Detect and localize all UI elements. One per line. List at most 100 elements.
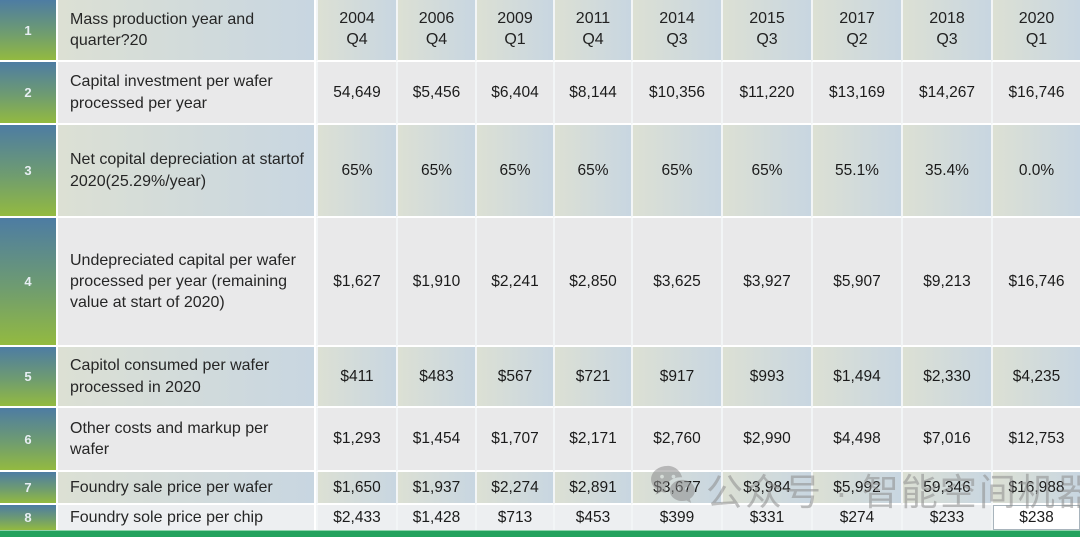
value-cell[interactable]: $2,891 bbox=[553, 472, 631, 505]
value-cell[interactable]: 65% bbox=[316, 125, 396, 218]
value-cell[interactable]: $1,494 bbox=[811, 347, 901, 408]
value-cell[interactable]: $1,293 bbox=[316, 408, 396, 472]
year-header-cell[interactable]: 2006 Q4 bbox=[396, 0, 475, 62]
value-cell[interactable]: $13,169 bbox=[811, 62, 901, 125]
value-cell[interactable]: $233 bbox=[901, 505, 991, 530]
value-cell[interactable]: $3,625 bbox=[631, 218, 721, 347]
value-cell[interactable]: $1,910 bbox=[396, 218, 475, 347]
value-cell[interactable]: $917 bbox=[631, 347, 721, 408]
row-label[interactable]: Foundry sole price per chip bbox=[58, 505, 316, 530]
value-cell[interactable]: 65% bbox=[475, 125, 553, 218]
row-number[interactable]: 4 bbox=[0, 218, 58, 347]
row-label[interactable]: Other costs and markup per wafer bbox=[58, 408, 316, 472]
value-cell[interactable]: $5,992 bbox=[811, 472, 901, 505]
quarter-label: Q3 bbox=[666, 31, 688, 48]
row-label[interactable]: Mass production year and quarter?20 bbox=[58, 0, 316, 62]
value-cell[interactable]: 65% bbox=[721, 125, 811, 218]
value-cell[interactable]: $3,677 bbox=[631, 472, 721, 505]
value-cell[interactable]: $1,707 bbox=[475, 408, 553, 472]
value-cell[interactable]: $1,627 bbox=[316, 218, 396, 347]
value-cell[interactable]: 0.0% bbox=[991, 125, 1080, 218]
value-cell[interactable]: $5,456 bbox=[396, 62, 475, 125]
value-cell[interactable]: $2,433 bbox=[316, 505, 396, 530]
row-number[interactable]: 7 bbox=[0, 472, 58, 505]
value-cell[interactable]: $2,330 bbox=[901, 347, 991, 408]
value-cell[interactable]: $331 bbox=[721, 505, 811, 530]
value-cell[interactable]: 65% bbox=[631, 125, 721, 218]
year-label: 2015 bbox=[749, 10, 785, 28]
value-cell[interactable]: $2,850 bbox=[553, 218, 631, 347]
value-cell[interactable]: $4,235 bbox=[991, 347, 1080, 408]
quarter-label: Q3 bbox=[936, 31, 958, 48]
value-cell[interactable]: $993 bbox=[721, 347, 811, 408]
value-cell[interactable]: $567 bbox=[475, 347, 553, 408]
value-cell[interactable]: $16,988 bbox=[991, 472, 1080, 505]
row-number[interactable]: 2 bbox=[0, 62, 58, 125]
year-label: 2011 bbox=[575, 10, 611, 28]
value-cell[interactable]: $2,241 bbox=[475, 218, 553, 347]
value-cell[interactable]: $10,356 bbox=[631, 62, 721, 125]
value-cell[interactable]: $1,454 bbox=[396, 408, 475, 472]
row-label[interactable]: Foundry sale price per wafer bbox=[58, 472, 316, 505]
row-number[interactable]: 6 bbox=[0, 408, 58, 472]
value-cell[interactable]: $2,760 bbox=[631, 408, 721, 472]
value-cell[interactable]: $483 bbox=[396, 347, 475, 408]
value-cell[interactable]: $3,984 bbox=[721, 472, 811, 505]
row-number[interactable]: 5 bbox=[0, 347, 58, 408]
row-label[interactable]: Net copital depreciation at startof 2020… bbox=[58, 125, 316, 218]
value-cell[interactable]: 65% bbox=[553, 125, 631, 218]
value-cell[interactable]: $399 bbox=[631, 505, 721, 530]
quarter-label: Q4 bbox=[582, 31, 604, 48]
row-label[interactable]: Capital investment per wafer processed p… bbox=[58, 62, 316, 125]
year-header-cell[interactable]: 2004 Q4 bbox=[316, 0, 396, 62]
row-number[interactable]: 3 bbox=[0, 125, 58, 218]
value-cell[interactable]: $1,650 bbox=[316, 472, 396, 505]
quarter-label: Q4 bbox=[346, 31, 368, 48]
value-cell[interactable]: 54,649 bbox=[316, 62, 396, 125]
row-label[interactable]: Undepreciated capital per wafer processe… bbox=[58, 218, 316, 347]
value-cell[interactable]: $3,927 bbox=[721, 218, 811, 347]
value-cell[interactable]: $713 bbox=[475, 505, 553, 530]
value-cell[interactable]: $6,404 bbox=[475, 62, 553, 125]
quarter-label: Q2 bbox=[846, 31, 868, 48]
value-cell[interactable]: $12,753 bbox=[991, 408, 1080, 472]
selected-value-cell[interactable]: $238 bbox=[991, 505, 1080, 530]
value-cell[interactable]: $2,990 bbox=[721, 408, 811, 472]
value-cell[interactable]: $16,746 bbox=[991, 62, 1080, 125]
value-cell[interactable]: $453 bbox=[553, 505, 631, 530]
row-number[interactable]: 8 bbox=[0, 505, 58, 530]
value-cell[interactable]: $11,220 bbox=[721, 62, 811, 125]
value-cell[interactable]: 55.1% bbox=[811, 125, 901, 218]
year-header-cell[interactable]: 2017 Q2 bbox=[811, 0, 901, 62]
year-header-cell[interactable]: 2014 Q3 bbox=[631, 0, 721, 62]
year-label: 2006 bbox=[418, 10, 455, 28]
value-cell[interactable]: $2,171 bbox=[553, 408, 631, 472]
value-cell[interactable]: $411 bbox=[316, 347, 396, 408]
value-cell[interactable]: $9,213 bbox=[901, 218, 991, 347]
value-cell[interactable]: 59,346 bbox=[901, 472, 991, 505]
value-cell[interactable]: $1,937 bbox=[396, 472, 475, 505]
value-cell[interactable]: $8,144 bbox=[553, 62, 631, 125]
year-header-cell[interactable]: 2018 Q3 bbox=[901, 0, 991, 62]
value-cell[interactable]: $274 bbox=[811, 505, 901, 530]
value-cell[interactable]: 65% bbox=[396, 125, 475, 218]
year-header-cell[interactable]: 2015 Q3 bbox=[721, 0, 811, 62]
quarter-label: Q1 bbox=[1025, 31, 1048, 48]
year-label: 2020 bbox=[1018, 10, 1055, 28]
value-cell[interactable]: $5,907 bbox=[811, 218, 901, 347]
year-header-cell[interactable]: 2020 Q1 bbox=[991, 0, 1080, 62]
row-number[interactable]: 1 bbox=[0, 0, 58, 62]
quarter-label: Q1 bbox=[504, 31, 526, 48]
value-cell[interactable]: $1,428 bbox=[396, 505, 475, 530]
value-cell[interactable]: $14,267 bbox=[901, 62, 991, 125]
year-header-cell[interactable]: 2011 Q4 bbox=[553, 0, 631, 62]
value-cell[interactable]: $4,498 bbox=[811, 408, 901, 472]
row-label[interactable]: Capitol consumed per wafer processed in … bbox=[58, 347, 316, 408]
year-header-cell[interactable]: 2009 Q1 bbox=[475, 0, 553, 62]
value-cell[interactable]: $721 bbox=[553, 347, 631, 408]
value-cell[interactable]: $16,746 bbox=[991, 218, 1080, 347]
value-cell[interactable]: $2,274 bbox=[475, 472, 553, 505]
value-cell[interactable]: $7,016 bbox=[901, 408, 991, 472]
value-cell[interactable]: 35.4% bbox=[901, 125, 991, 218]
